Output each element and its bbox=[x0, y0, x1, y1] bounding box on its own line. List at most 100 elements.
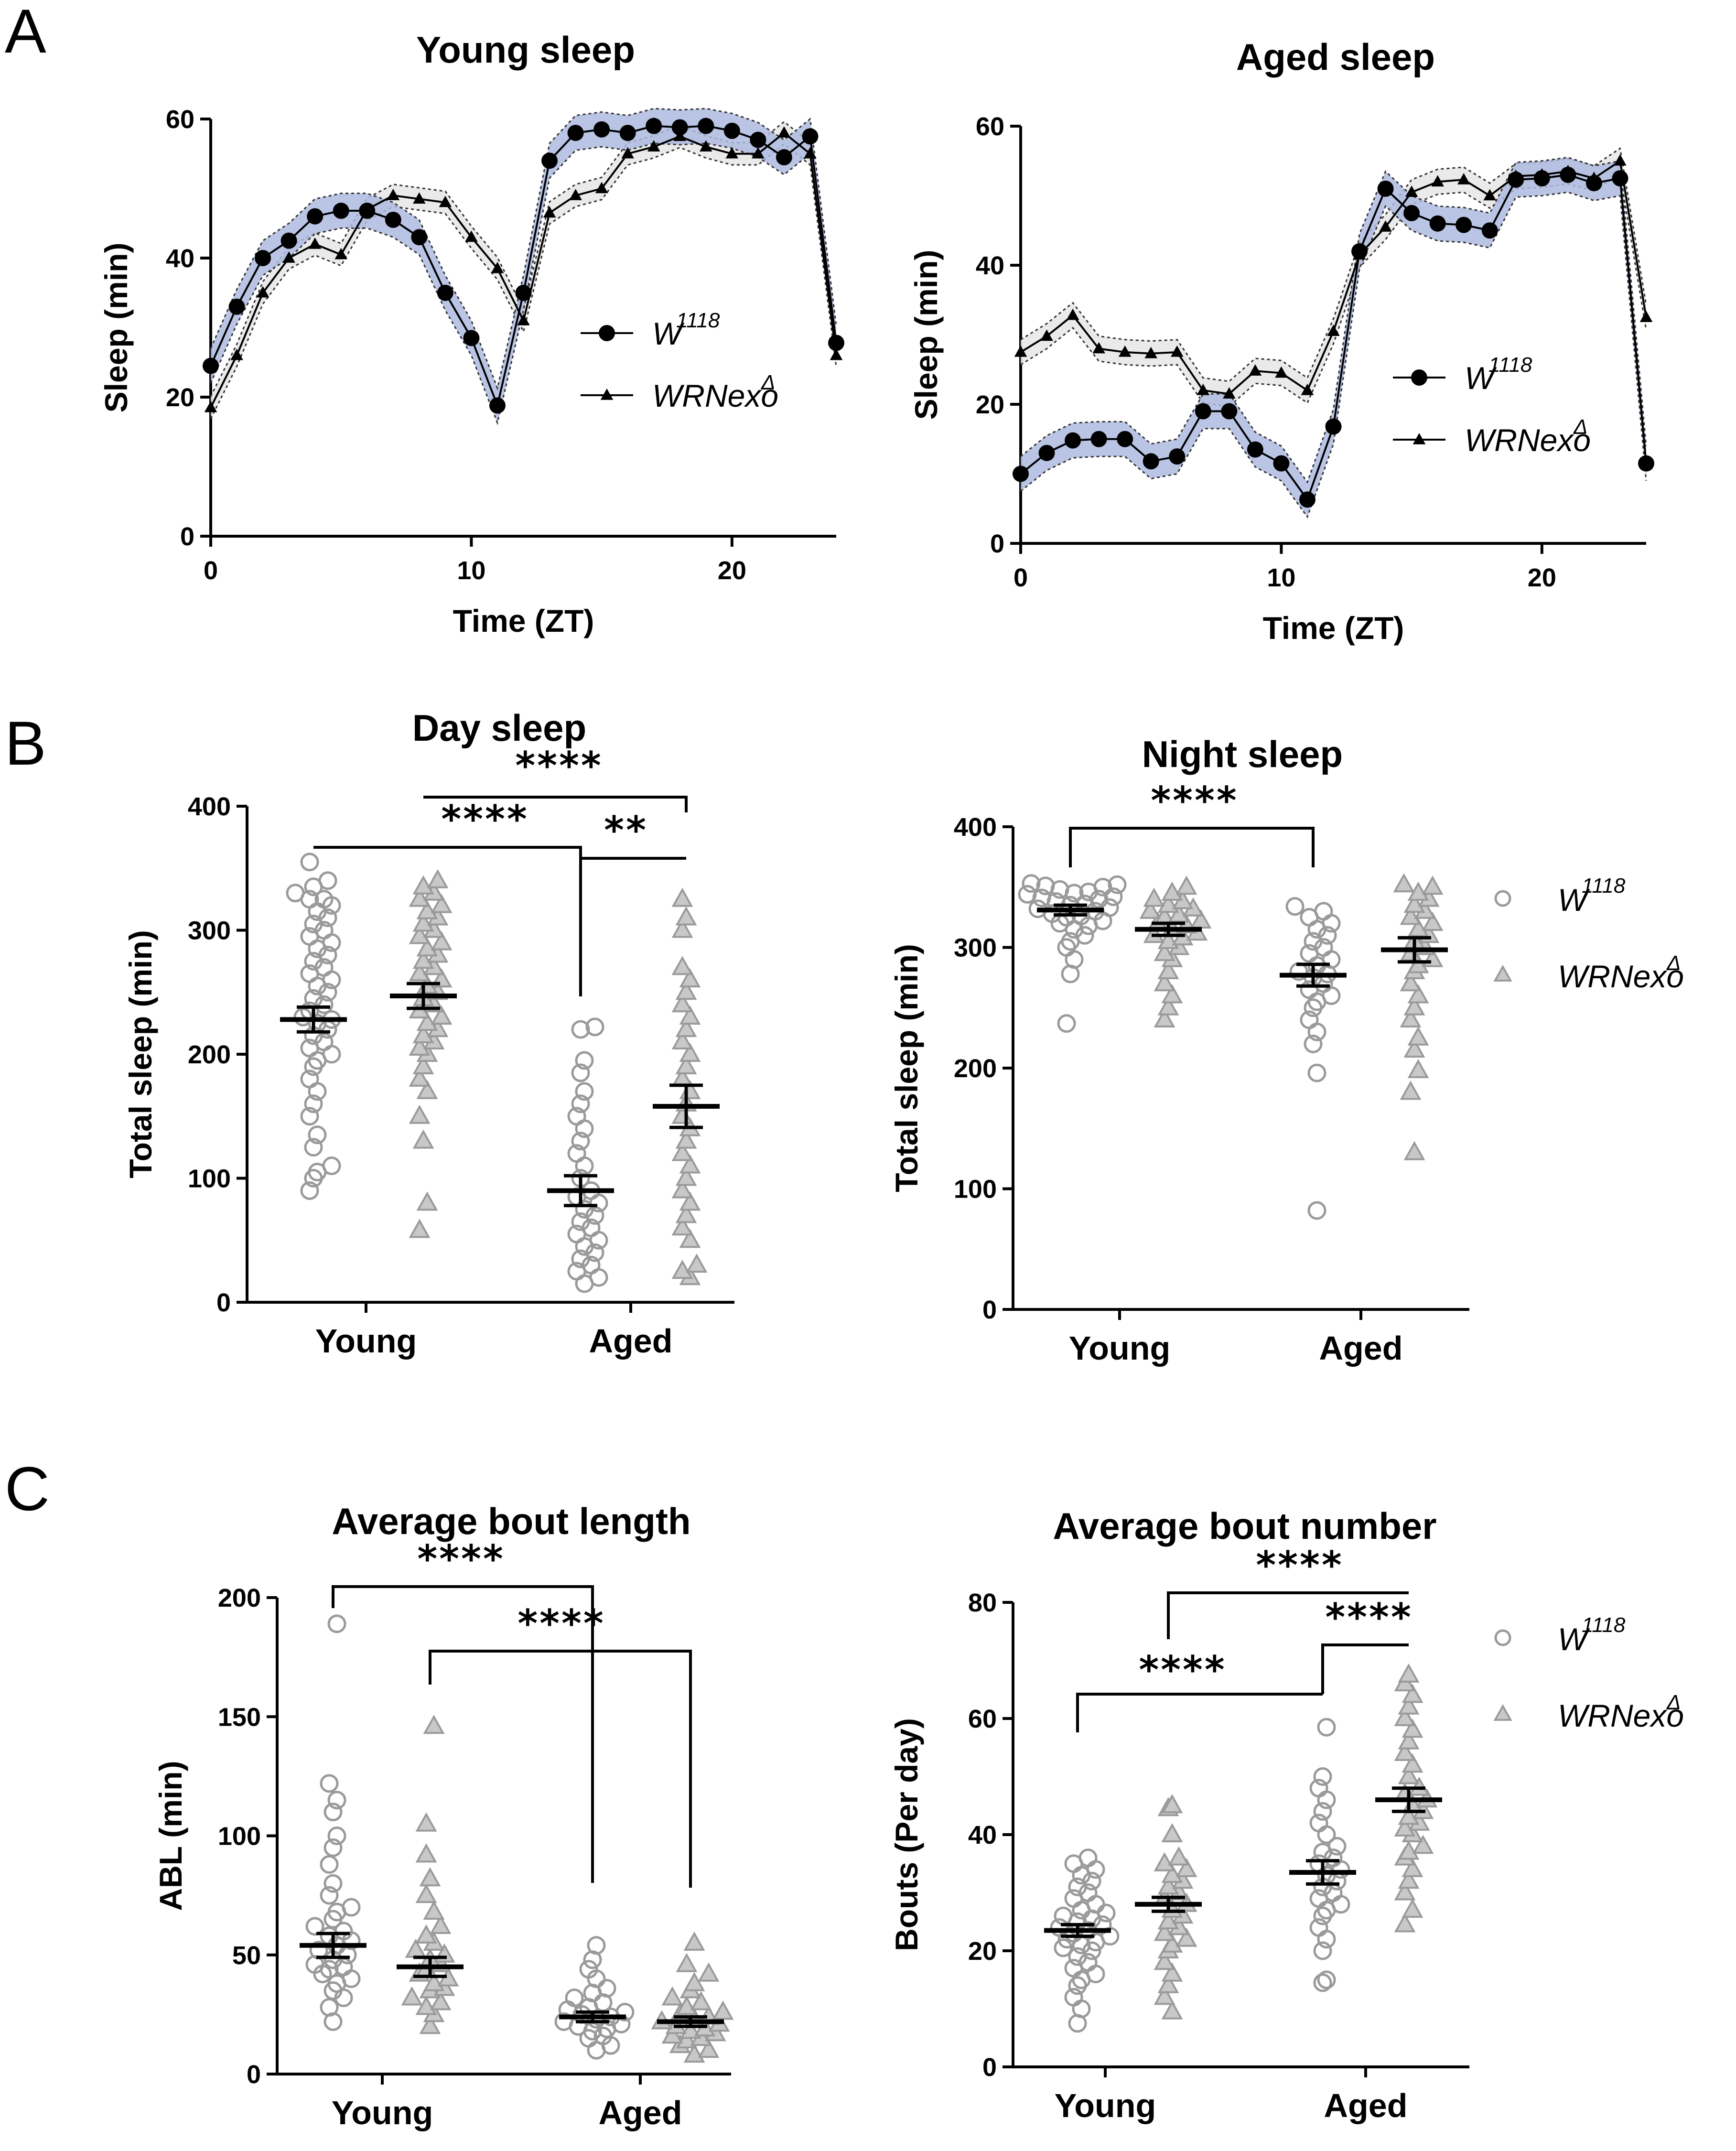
data-point-triangle bbox=[1400, 1008, 1422, 1027]
chart-title: Day sleep bbox=[412, 707, 586, 749]
significance-stars: **** bbox=[515, 744, 603, 788]
data-point-triangle bbox=[1398, 1870, 1420, 1889]
legend-marker-w1118 bbox=[599, 325, 615, 341]
chart-title: Night sleep bbox=[1142, 733, 1343, 775]
significance-stars: ** bbox=[604, 808, 648, 853]
point-wrnexo bbox=[1014, 345, 1027, 357]
point-w1118 bbox=[1456, 216, 1472, 233]
data-point-circle bbox=[305, 1917, 324, 1936]
point-wrnexo bbox=[699, 140, 712, 151]
x-category-label: Young bbox=[315, 1322, 417, 1360]
data-point-triangle bbox=[671, 887, 693, 907]
data-point-triangle bbox=[409, 1067, 431, 1087]
significance-bracket bbox=[1069, 827, 1315, 867]
y-tick-label: 20 bbox=[968, 1937, 997, 1966]
chart-title: Average bout number bbox=[1053, 1505, 1436, 1547]
data-point-triangle bbox=[431, 1005, 453, 1025]
data-point-triangle bbox=[1154, 1986, 1175, 2005]
point-w1118 bbox=[1481, 222, 1498, 239]
data-point-circle bbox=[1309, 1779, 1328, 1798]
data-point-triangle bbox=[1403, 894, 1425, 913]
data-point-triangle bbox=[412, 1129, 434, 1149]
sem-upper bbox=[1020, 147, 1647, 382]
point-wrnexo bbox=[230, 348, 243, 360]
data-point-circle bbox=[585, 1243, 604, 1262]
y-tick-label: 200 bbox=[218, 1584, 261, 1612]
significance-stars: **** bbox=[417, 1537, 505, 1581]
x-axis-label: Time (ZT) bbox=[453, 603, 594, 638]
series-line bbox=[210, 125, 837, 409]
data-point-triangle bbox=[415, 1812, 437, 1832]
point-wrnexo bbox=[204, 400, 217, 412]
data-point-triangle bbox=[1175, 1858, 1197, 1877]
point-w1118 bbox=[776, 149, 792, 166]
point-wrnexo bbox=[1405, 185, 1418, 197]
point-wrnexo bbox=[621, 147, 634, 159]
data-point-triangle bbox=[409, 925, 431, 944]
y-tick-label: 100 bbox=[954, 1175, 997, 1204]
point-w1118 bbox=[593, 121, 610, 138]
data-point-triangle bbox=[1398, 1805, 1420, 1825]
data-point-circle bbox=[1072, 2000, 1091, 2018]
data-point-triangle bbox=[1400, 906, 1422, 925]
data-point-triangle bbox=[409, 1036, 431, 1056]
data-point-triangle bbox=[409, 1104, 431, 1124]
point-wrnexo bbox=[1379, 220, 1392, 232]
legend-sup-w1118: 1118 bbox=[676, 309, 720, 332]
data-point-triangle bbox=[1407, 1059, 1429, 1079]
data-point-circle bbox=[1317, 1825, 1336, 1844]
data-point-circle bbox=[1324, 1848, 1343, 1868]
point-w1118 bbox=[333, 203, 349, 219]
x-tick-label: 20 bbox=[718, 556, 746, 585]
data-point-circle bbox=[1036, 876, 1055, 896]
significance-bracket bbox=[1076, 1693, 1323, 1732]
point-wrnexo bbox=[1118, 345, 1132, 357]
data-point-triangle bbox=[1422, 876, 1444, 895]
data-point-triangle bbox=[1161, 1933, 1183, 1953]
point-w1118 bbox=[723, 122, 740, 139]
data-point-triangle bbox=[671, 1260, 693, 1279]
point-w1118 bbox=[228, 298, 245, 315]
data-point-triangle bbox=[1407, 954, 1429, 973]
data-point-circle bbox=[1054, 1938, 1073, 1957]
point-wrnexo bbox=[439, 195, 452, 207]
data-point-circle bbox=[323, 1838, 343, 1857]
data-point-triangle bbox=[675, 1129, 697, 1149]
point-w1118 bbox=[515, 284, 532, 301]
y-tick-label: 60 bbox=[166, 105, 194, 134]
data-point-triangle bbox=[1402, 1719, 1423, 1738]
data-point-triangle bbox=[1400, 1081, 1422, 1100]
significance-bracket bbox=[1321, 1643, 1409, 1694]
point-wrnexo bbox=[1170, 345, 1184, 357]
data-point-triangle bbox=[412, 875, 434, 895]
point-w1118 bbox=[1169, 448, 1186, 465]
data-point-triangle bbox=[675, 1018, 697, 1038]
data-point-circle bbox=[1086, 1895, 1105, 1914]
data-point-triangle bbox=[671, 993, 693, 1013]
data-point-circle bbox=[318, 945, 337, 964]
data-point-circle bbox=[1307, 1201, 1326, 1220]
x-category-label: Young bbox=[1069, 1330, 1171, 1367]
point-w1118 bbox=[1143, 453, 1159, 470]
data-point-triangle bbox=[661, 1986, 683, 2006]
point-wrnexo bbox=[1092, 342, 1105, 354]
data-point-circle bbox=[320, 1774, 339, 1793]
point-w1118 bbox=[385, 211, 401, 228]
data-point-triangle bbox=[415, 1884, 437, 1903]
y-tick-label: 150 bbox=[218, 1703, 261, 1731]
data-point-circle bbox=[585, 1017, 604, 1037]
y-tick-label: 200 bbox=[954, 1054, 997, 1083]
point-wrnexo bbox=[413, 192, 426, 204]
chart-title: Aged sleep bbox=[1236, 36, 1435, 78]
point-wrnexo bbox=[725, 147, 739, 159]
data-point-triangle bbox=[1161, 1794, 1183, 1814]
data-point-triangle bbox=[415, 1924, 437, 1944]
x-category-label: Aged bbox=[1319, 1330, 1403, 1367]
point-wrnexo bbox=[1535, 168, 1549, 180]
data-point-triangle bbox=[1398, 1663, 1420, 1683]
data-point-triangle bbox=[1393, 873, 1415, 893]
point-wrnexo bbox=[595, 182, 608, 194]
panel-label-b: B bbox=[5, 708, 46, 778]
